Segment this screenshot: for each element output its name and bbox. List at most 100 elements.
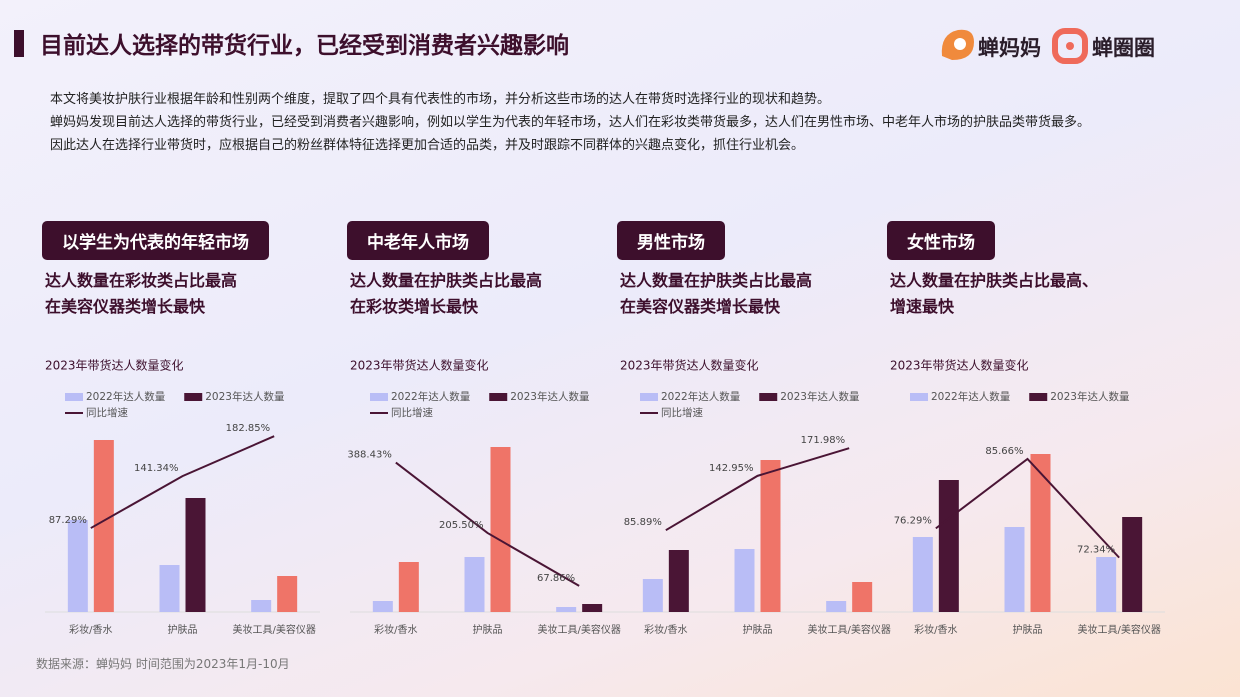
bar bbox=[760, 460, 781, 612]
x-tick-label: 美妆工具/美容仪器 bbox=[537, 623, 620, 636]
legend-label: 2022年达人数量 bbox=[391, 390, 471, 403]
subtitle-line: 达人数量在护肤类占比最高 bbox=[620, 271, 813, 290]
legend-label: 2022年达人数量 bbox=[931, 390, 1011, 403]
bar bbox=[67, 520, 88, 612]
bar bbox=[93, 440, 114, 612]
legend-label: 2023年达人数量 bbox=[510, 390, 590, 403]
section-subtitle: 达人数量在护肤类占比最高 在美容仪器类增长最快 bbox=[620, 268, 812, 320]
bar bbox=[372, 601, 393, 612]
intro: 本文将美妆护肤行业根据年龄和性别两个维度，提取了四个具有代表性的市场，并分析这些… bbox=[50, 88, 1160, 157]
logo-icon bbox=[1052, 28, 1088, 64]
legend-swatch bbox=[65, 393, 83, 401]
bar bbox=[668, 550, 689, 612]
legend-label: 同比增速 bbox=[86, 406, 128, 419]
x-tick-label: 彩妆/香水 bbox=[69, 623, 112, 636]
section-subtitle: 达人数量在护肤类占比最高 在彩妆类增长最快 bbox=[350, 268, 542, 320]
subtitle-line: 达人数量在护肤类占比最高、 bbox=[890, 271, 1099, 290]
bar bbox=[159, 565, 180, 612]
legend-swatch bbox=[910, 393, 928, 401]
x-tick-label: 护肤品 bbox=[743, 623, 773, 636]
source: 数据来源：蝉妈妈 时间范围为2023年1月-10月 bbox=[36, 657, 290, 671]
bar bbox=[734, 549, 755, 612]
growth-line bbox=[90, 435, 275, 529]
legend-swatch bbox=[1029, 393, 1048, 401]
subtitle-line: 达人数量在护肤类占比最高 bbox=[350, 271, 543, 290]
chart-title: 2023年带货达人数量变化 bbox=[45, 358, 184, 373]
section-subtitle: 达人数量在护肤类占比最高、 增速最快 bbox=[890, 268, 1098, 320]
section-label: 女性市场 bbox=[887, 221, 995, 260]
x-tick-label: 彩妆/香水 bbox=[644, 623, 687, 636]
subtitle-line: 达人数量在彩妆类占比最高 bbox=[45, 271, 238, 290]
subtitle-line: 在美容仪器类增长最快 bbox=[45, 297, 206, 316]
bar bbox=[826, 601, 847, 612]
x-tick-label: 美妆工具/美容仪器 bbox=[807, 623, 890, 636]
bar bbox=[1030, 454, 1051, 612]
legend-label: 2023年达人数量 bbox=[780, 390, 860, 403]
bar bbox=[277, 576, 298, 612]
x-tick-label: 彩妆/香水 bbox=[914, 623, 957, 636]
data-label: 142.95% bbox=[709, 463, 754, 474]
growth-line bbox=[665, 447, 850, 532]
legend-label: 2023年达人数量 bbox=[205, 390, 285, 403]
legend-swatch bbox=[489, 393, 508, 401]
subtitle-line: 在彩妆类增长最快 bbox=[350, 297, 479, 316]
data-label: 85.66% bbox=[985, 446, 1023, 457]
bar bbox=[1096, 557, 1117, 612]
legend-swatch bbox=[370, 393, 388, 401]
legend-swatch bbox=[640, 393, 658, 401]
bar bbox=[556, 607, 577, 612]
growth-line bbox=[395, 461, 580, 587]
chart-title: 2023年带货达人数量变化 bbox=[620, 358, 759, 373]
logo-text: 蝉圈圈 bbox=[1092, 36, 1155, 60]
section-label: 中老年人市场 bbox=[347, 221, 489, 260]
paragraph: 因此达人在选择行业带货时，应根据自己的粉丝群体特征选择更加合适的品类，并及时跟踪… bbox=[50, 138, 805, 153]
bar bbox=[251, 600, 272, 612]
bar bbox=[490, 447, 511, 612]
legend-label: 2023年达人数量 bbox=[1050, 390, 1130, 403]
bar bbox=[642, 579, 663, 612]
paragraph: 蝉妈妈发现目前达人选择的带货行业，已经受到消费者兴趣影响，例如以学生为代表的年轻… bbox=[50, 115, 1091, 130]
bar bbox=[582, 604, 603, 612]
x-tick-label: 护肤品 bbox=[473, 623, 503, 636]
data-label: 171.98% bbox=[801, 435, 846, 446]
chart-title: 2023年带货达人数量变化 bbox=[350, 358, 489, 373]
subtitle-line: 增速最快 bbox=[890, 297, 955, 316]
paragraph: 本文将美妆护肤行业根据年龄和性别两个维度，提取了四个具有代表性的市场，并分析这些… bbox=[50, 92, 831, 107]
chart-title: 2023年带货达人数量变化 bbox=[890, 358, 1029, 373]
bar bbox=[1122, 517, 1143, 612]
data-label: 182.85% bbox=[226, 423, 271, 434]
legend-label: 同比增速 bbox=[661, 406, 703, 419]
legend-label: 2022年达人数量 bbox=[661, 390, 741, 403]
bar bbox=[852, 582, 873, 612]
x-tick-label: 彩妆/香水 bbox=[374, 623, 417, 636]
logo-icon bbox=[941, 29, 974, 60]
bar bbox=[938, 480, 959, 612]
data-label: 87.29% bbox=[49, 515, 87, 526]
data-label: 388.43% bbox=[347, 450, 392, 461]
x-tick-label: 美妆工具/美容仪器 bbox=[1077, 623, 1160, 636]
legend-swatch bbox=[184, 393, 203, 401]
data-label: 72.34% bbox=[1077, 545, 1115, 556]
legend-swatch bbox=[759, 393, 778, 401]
bar bbox=[464, 557, 485, 612]
x-tick-label: 护肤品 bbox=[168, 623, 198, 636]
bar bbox=[185, 498, 206, 612]
logo-text: 蝉妈妈 bbox=[978, 36, 1041, 60]
x-tick-label: 护肤品 bbox=[1013, 623, 1043, 636]
data-label: 67.86% bbox=[537, 573, 575, 584]
x-tick-label: 美妆工具/美容仪器 bbox=[232, 623, 315, 636]
bar bbox=[398, 562, 419, 612]
title-bar bbox=[14, 30, 24, 57]
legend-label: 2022年达人数量 bbox=[86, 390, 166, 403]
data-label: 85.89% bbox=[624, 517, 662, 528]
subtitle-line: 在美容仪器类增长最快 bbox=[620, 297, 781, 316]
data-label: 76.29% bbox=[894, 515, 932, 526]
legend-label: 同比增速 bbox=[391, 406, 433, 419]
bar bbox=[912, 537, 933, 612]
section-label: 男性市场 bbox=[617, 221, 725, 260]
bar bbox=[1004, 527, 1025, 612]
growth-line bbox=[935, 457, 1120, 559]
data-label: 205.50% bbox=[439, 520, 484, 531]
